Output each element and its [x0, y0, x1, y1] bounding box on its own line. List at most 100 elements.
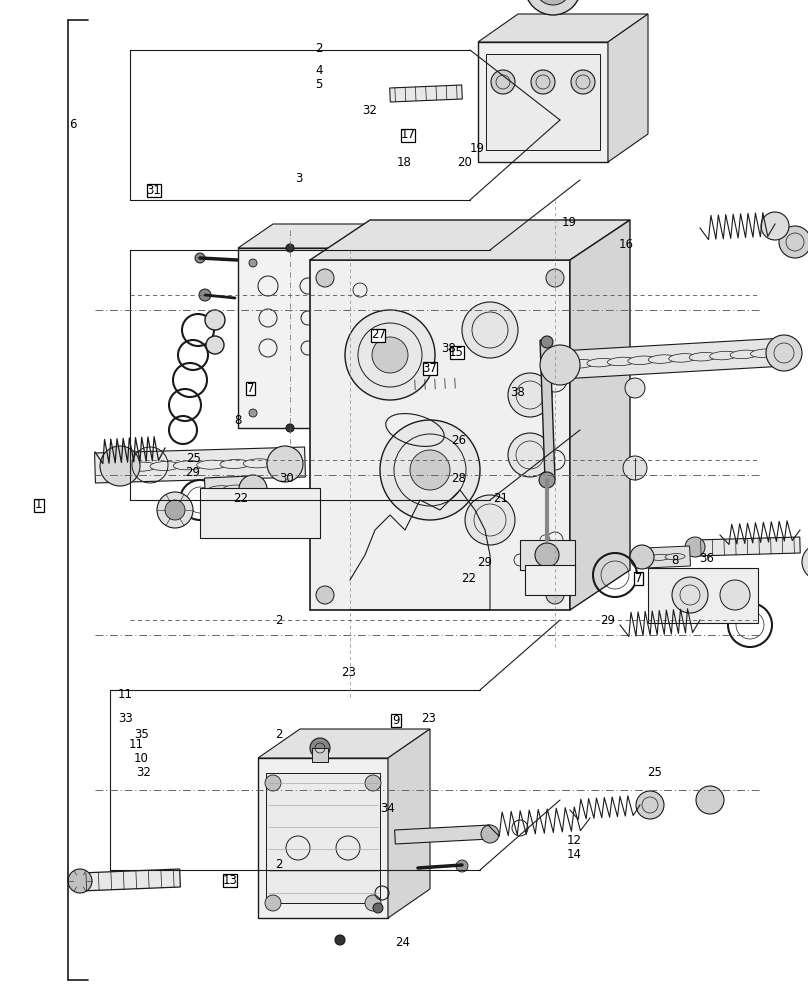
Circle shape: [491, 70, 515, 94]
Circle shape: [365, 895, 381, 911]
Circle shape: [249, 409, 257, 417]
Text: 34: 34: [381, 802, 395, 814]
Circle shape: [540, 345, 580, 385]
Polygon shape: [394, 825, 490, 844]
Text: 31: 31: [146, 184, 161, 196]
Ellipse shape: [223, 485, 247, 492]
Circle shape: [195, 253, 205, 263]
Circle shape: [465, 495, 515, 545]
Circle shape: [286, 424, 294, 432]
Circle shape: [404, 378, 416, 390]
Ellipse shape: [196, 460, 227, 469]
Circle shape: [636, 791, 664, 819]
Bar: [391, 714, 401, 726]
Text: 18: 18: [397, 155, 411, 168]
Circle shape: [720, 580, 750, 610]
Ellipse shape: [709, 351, 738, 360]
Circle shape: [239, 475, 267, 503]
Text: 32: 32: [137, 766, 151, 778]
Circle shape: [625, 378, 645, 398]
Polygon shape: [540, 340, 555, 480]
Text: 19: 19: [562, 216, 577, 229]
Bar: [246, 381, 255, 394]
Circle shape: [630, 545, 654, 569]
Polygon shape: [410, 378, 461, 390]
Text: 22: 22: [234, 491, 248, 504]
Bar: [371, 328, 385, 342]
Text: 2: 2: [275, 858, 283, 871]
Circle shape: [157, 492, 193, 528]
Text: 13: 13: [223, 874, 238, 886]
Ellipse shape: [608, 357, 635, 366]
Text: 22: 22: [461, 572, 476, 584]
Text: 8: 8: [234, 414, 242, 426]
Ellipse shape: [127, 462, 157, 471]
Circle shape: [531, 70, 555, 94]
Polygon shape: [95, 447, 305, 483]
Text: 36: 36: [700, 552, 714, 564]
Circle shape: [539, 472, 555, 488]
Text: 23: 23: [421, 712, 436, 724]
Text: 16: 16: [619, 238, 633, 251]
Circle shape: [571, 70, 595, 94]
Circle shape: [546, 586, 564, 604]
Text: 12: 12: [566, 834, 581, 846]
Text: 24: 24: [395, 936, 410, 948]
Text: 26: 26: [452, 434, 466, 446]
Ellipse shape: [650, 554, 670, 560]
Text: 2: 2: [315, 41, 323, 54]
Text: 17: 17: [401, 128, 415, 141]
Text: 5: 5: [315, 79, 323, 92]
Ellipse shape: [628, 356, 656, 365]
Circle shape: [345, 310, 435, 400]
Text: 11: 11: [118, 688, 133, 702]
Ellipse shape: [648, 355, 676, 363]
Text: 2: 2: [275, 728, 283, 742]
Polygon shape: [80, 869, 180, 891]
Circle shape: [205, 310, 225, 330]
Text: 7: 7: [246, 381, 255, 394]
Text: 38: 38: [510, 385, 524, 398]
Circle shape: [327, 409, 335, 417]
Ellipse shape: [665, 554, 685, 560]
Circle shape: [481, 825, 499, 843]
Circle shape: [265, 775, 281, 791]
Text: 1: 1: [35, 498, 43, 512]
Bar: [423, 361, 437, 374]
Circle shape: [365, 775, 381, 791]
Ellipse shape: [751, 349, 779, 357]
Bar: [312, 748, 328, 762]
Circle shape: [623, 456, 647, 480]
Text: 20: 20: [457, 155, 472, 168]
Text: 4: 4: [315, 64, 323, 77]
Text: 14: 14: [566, 848, 581, 861]
Text: 29: 29: [600, 613, 615, 626]
Text: 10: 10: [134, 752, 149, 764]
Circle shape: [206, 336, 224, 354]
Text: 32: 32: [363, 104, 377, 116]
Polygon shape: [695, 537, 800, 556]
Text: 8: 8: [671, 554, 679, 566]
Circle shape: [316, 269, 334, 287]
Bar: [200, 488, 320, 538]
Circle shape: [766, 335, 802, 371]
Ellipse shape: [243, 459, 273, 468]
Text: 25: 25: [187, 452, 201, 464]
Circle shape: [286, 244, 294, 252]
Text: 7: 7: [634, 572, 642, 584]
Bar: [486, 54, 600, 150]
Polygon shape: [478, 14, 648, 42]
Polygon shape: [258, 729, 430, 758]
Circle shape: [541, 336, 553, 348]
Text: 38: 38: [441, 342, 456, 355]
Bar: [520, 540, 575, 570]
Circle shape: [199, 289, 211, 301]
Text: 21: 21: [494, 491, 508, 504]
Ellipse shape: [267, 458, 297, 467]
Text: 2: 2: [275, 613, 283, 626]
Circle shape: [373, 903, 383, 913]
Ellipse shape: [174, 461, 204, 470]
Circle shape: [316, 586, 334, 604]
Bar: [449, 346, 464, 359]
Text: 35: 35: [134, 728, 149, 742]
